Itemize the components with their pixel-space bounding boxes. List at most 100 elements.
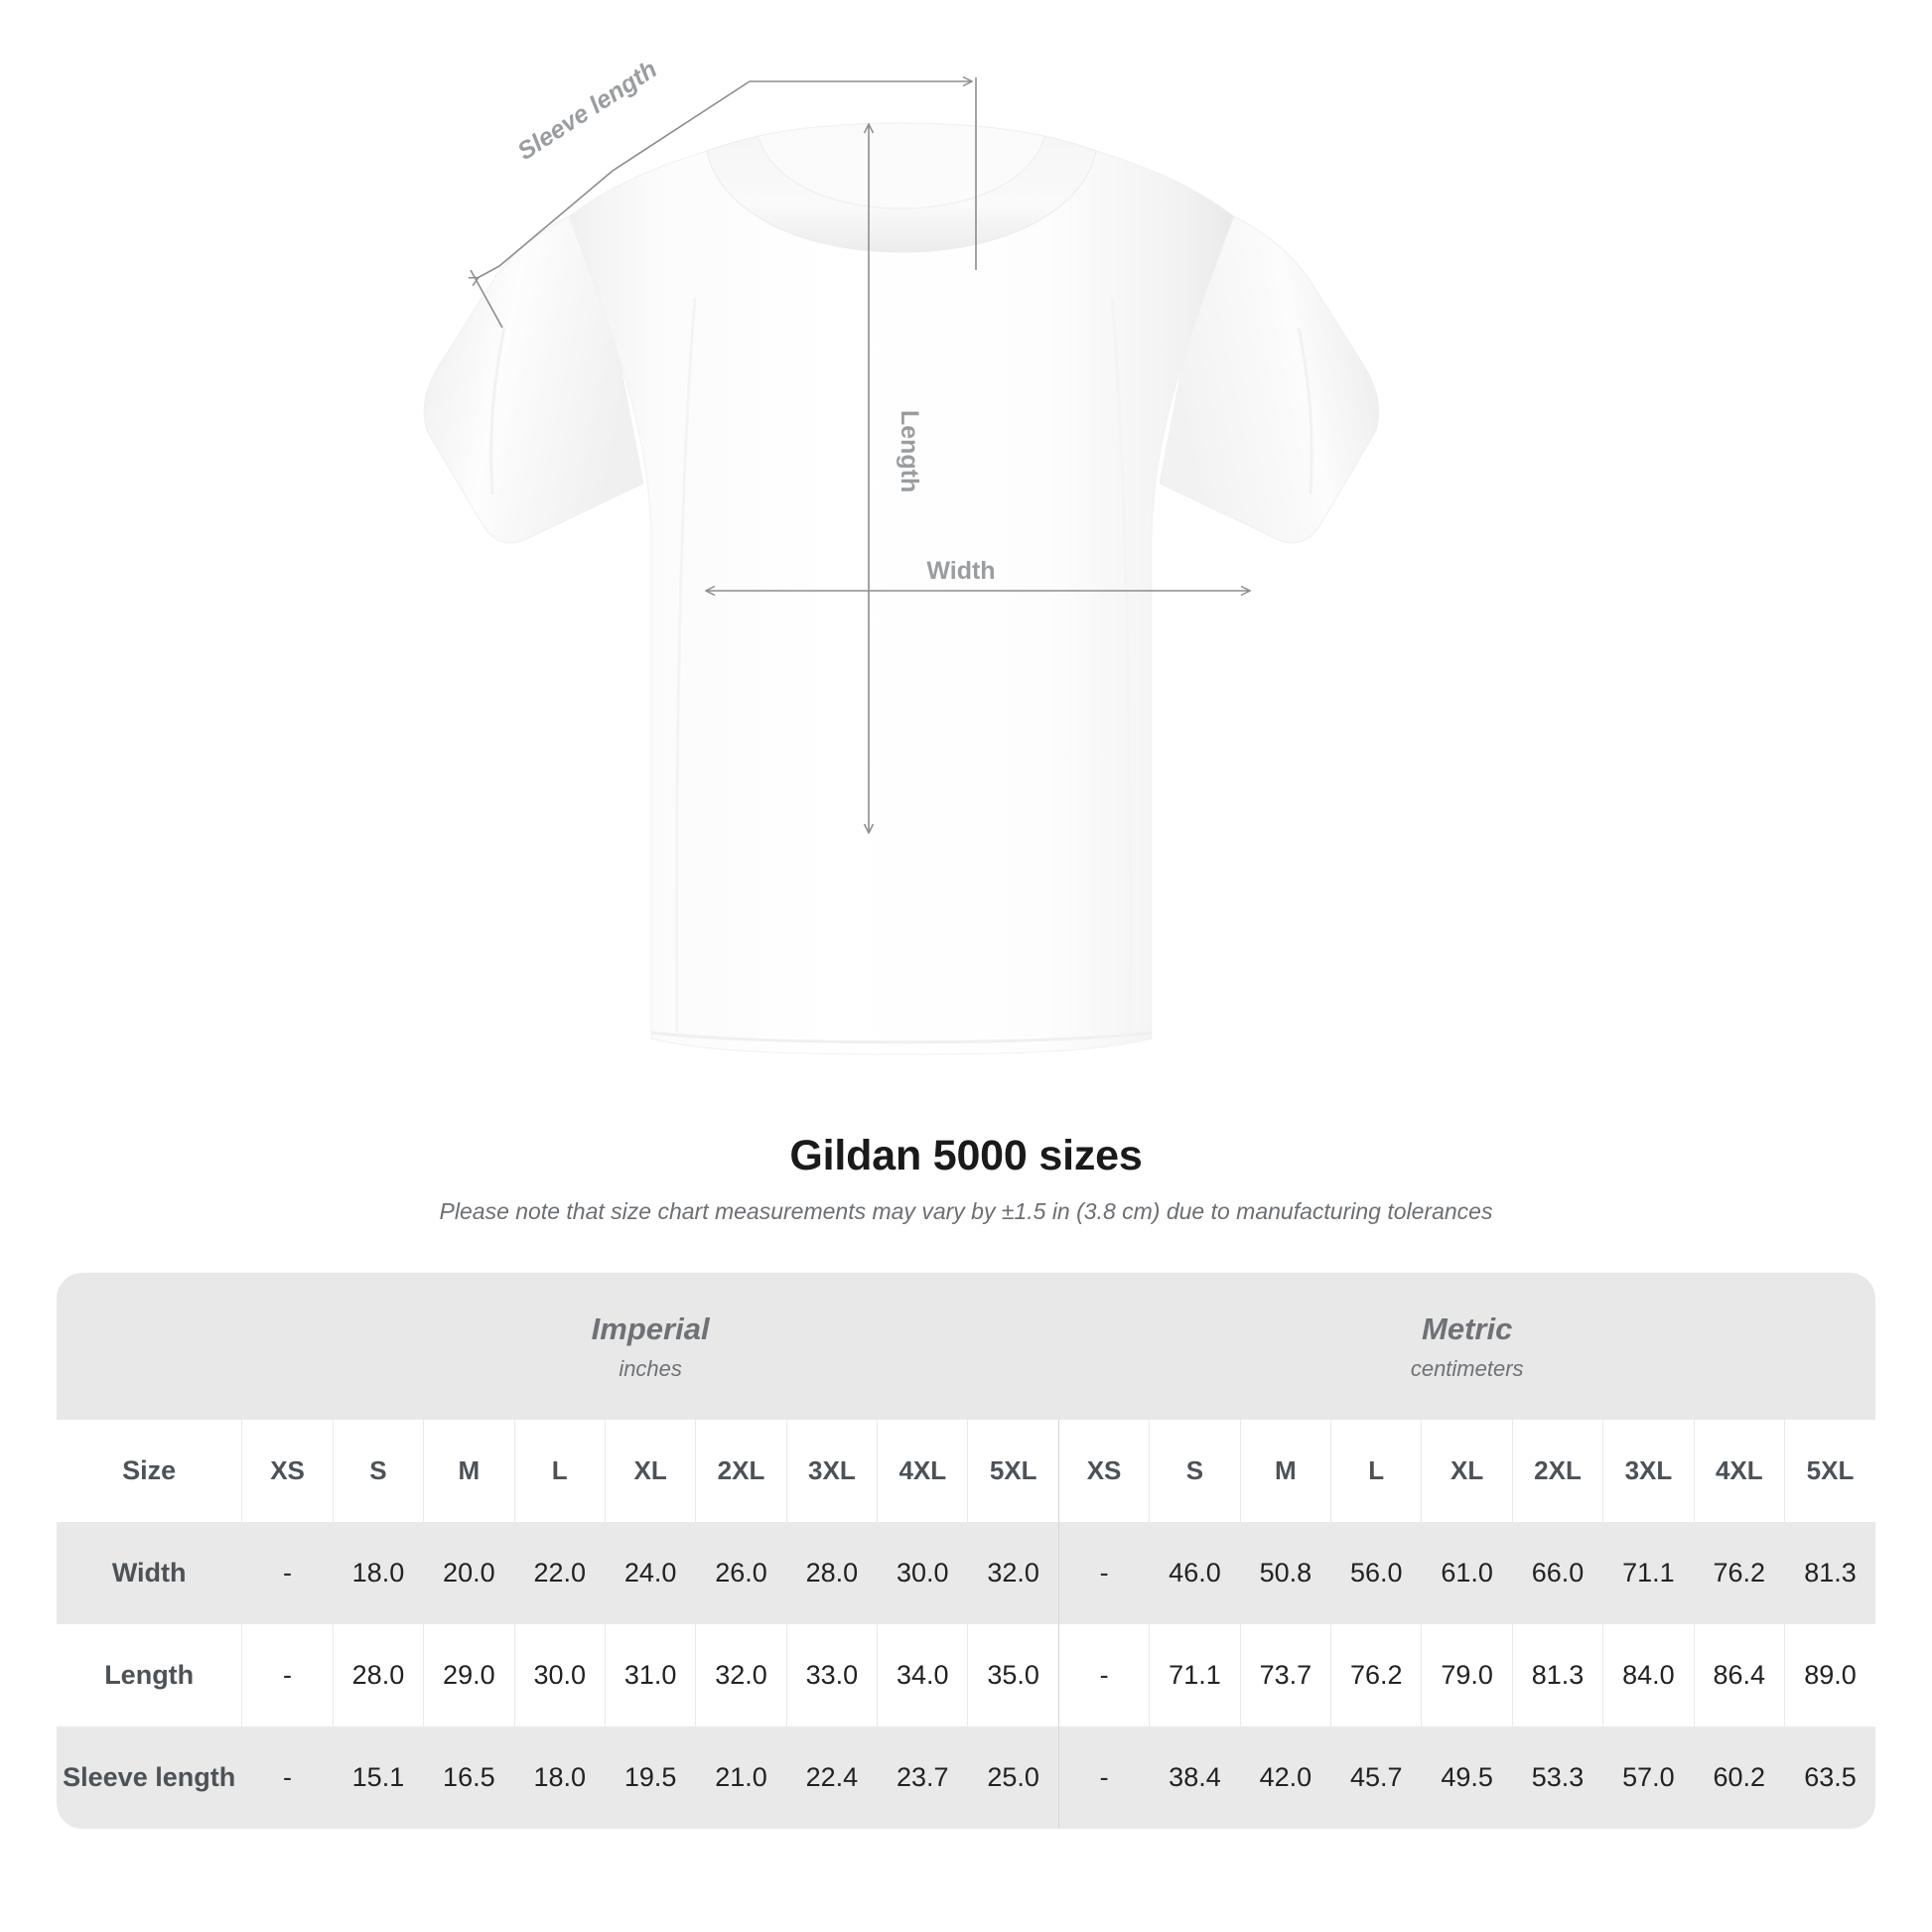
cell-sleeve-length-imperial-l: 18.0 (513, 1726, 606, 1829)
cell-length-metric-l: 76.2 (1330, 1624, 1422, 1726)
unit-group-subtitle: inches (619, 1355, 682, 1381)
sleeve-diagonal-line (478, 80, 751, 278)
cell-length-metric-s: 71.1 (1149, 1624, 1241, 1726)
size-header-row: Size XS S M L XL 2XL 3XL 4XL 5XL XS S M L XL 2XL 3XL 4XL 5… (57, 1420, 1875, 1522)
unit-group-header-row: Imperial inches Metric centimeters (57, 1273, 1875, 1420)
unit-group-name: Imperial (591, 1311, 710, 1347)
length-measure: Length (869, 125, 923, 832)
cell-length-imperial-4xl: 34.0 (877, 1624, 968, 1726)
cell-length-imperial-xl: 31.0 (604, 1624, 696, 1726)
cell-sleeve-length-metric-l: 45.7 (1330, 1726, 1422, 1829)
page-title: Gildan 5000 sizes (789, 1132, 1143, 1179)
cell-width-metric-xl: 61.0 (1421, 1522, 1513, 1624)
size-header-metric-2xl: 2XL (1511, 1420, 1603, 1522)
cell-sleeve-length-metric-4xl: 60.2 (1693, 1726, 1785, 1829)
row-label-length: Length (57, 1624, 242, 1726)
cell-sleeve-length-imperial-xs: - (241, 1726, 334, 1829)
size-header-imperial-s: S (332, 1420, 424, 1522)
cell-width-metric-2xl: 66.0 (1511, 1522, 1603, 1624)
cell-length-metric-xl: 79.0 (1421, 1624, 1513, 1726)
cell-length-imperial-3xl: 33.0 (785, 1624, 878, 1726)
cell-sleeve-length-imperial-5xl: 25.0 (967, 1726, 1059, 1829)
cell-width-metric-4xl: 76.2 (1693, 1522, 1785, 1624)
cell-length-imperial-2xl: 32.0 (695, 1624, 787, 1726)
cell-width-imperial-3xl: 28.0 (785, 1522, 878, 1624)
unit-group-imperial: Imperial inches (241, 1273, 1059, 1420)
cell-sleeve-length-metric-s: 38.4 (1149, 1726, 1241, 1829)
cell-sleeve-length-metric-3xl: 57.0 (1602, 1726, 1695, 1829)
right-sleeve (1159, 215, 1380, 544)
size-header-imperial-xs: XS (241, 1420, 334, 1522)
size-header-imperial-4xl: 4XL (877, 1420, 968, 1522)
width-label: Width (926, 557, 995, 585)
empty-value-dash: - (1099, 1558, 1109, 1587)
cell-length-metric-5xl: 89.0 (1784, 1624, 1875, 1726)
cell-length-imperial-m: 29.0 (423, 1624, 515, 1726)
tshirt-body (568, 150, 1235, 1055)
size-header-metric-3xl: 3XL (1602, 1420, 1695, 1522)
size-column-header: Size (57, 1420, 242, 1522)
empty-value-dash: - (283, 1762, 293, 1792)
row-label-sleeve-length: Sleeve length (57, 1726, 242, 1829)
cell-sleeve-length-imperial-4xl: 23.7 (877, 1726, 968, 1829)
cell-sleeve-length-imperial-xl: 19.5 (604, 1726, 696, 1829)
cell-width-imperial-4xl: 30.0 (877, 1522, 968, 1624)
cell-length-imperial-s: 28.0 (332, 1624, 424, 1726)
sleeve-length-label: Sleeve length (512, 56, 661, 166)
empty-value-dash: - (283, 1660, 293, 1690)
unit-group-subtitle: centimeters (1410, 1355, 1524, 1381)
table-row: Width - 18.0 20.0 22.0 24.0 26.0 28.0 30.0 32.0 - 4… (57, 1522, 1875, 1624)
cell-width-imperial-m: 20.0 (423, 1522, 515, 1624)
cell-width-imperial-l: 22.0 (513, 1522, 606, 1624)
cell-width-imperial-xs: - (241, 1522, 334, 1624)
hem-line (650, 1031, 1153, 1044)
size-header-imperial-3xl: 3XL (785, 1420, 878, 1522)
size-header-imperial-l: L (513, 1420, 606, 1522)
size-table-head: Imperial inches Metric centimeters Size XS S M… (57, 1273, 1875, 1522)
cell-width-imperial-xl: 24.0 (604, 1522, 696, 1624)
cell-sleeve-length-metric-xs: - (1057, 1726, 1150, 1829)
cell-width-metric-m: 50.8 (1239, 1522, 1331, 1624)
size-header-metric-l: L (1330, 1420, 1422, 1522)
cell-length-imperial-xs: - (241, 1624, 334, 1726)
sleeve-cuff-tick (470, 269, 503, 329)
cell-sleeve-length-imperial-m: 16.5 (423, 1726, 515, 1829)
unit-group-name: Metric (1422, 1311, 1513, 1347)
cell-width-imperial-2xl: 26.0 (695, 1522, 787, 1624)
empty-value-dash: - (1099, 1660, 1109, 1690)
cell-width-metric-s: 46.0 (1149, 1522, 1241, 1624)
unit-row-spacer (57, 1273, 242, 1420)
chart-heading: Gildan 5000 sizes Please note that size … (0, 1132, 1932, 1226)
row-label-width: Width (57, 1522, 242, 1624)
sleeve-crease-right (1297, 327, 1313, 495)
cell-sleeve-length-imperial-3xl: 22.4 (785, 1726, 878, 1829)
cell-sleeve-length-metric-xl: 49.5 (1421, 1726, 1513, 1829)
size-header-metric-5xl: 5XL (1784, 1420, 1875, 1522)
cell-sleeve-length-metric-5xl: 63.5 (1784, 1726, 1875, 1829)
cell-width-metric-xs: - (1057, 1522, 1150, 1624)
size-table-container: Imperial inches Metric centimeters Size XS S M… (57, 1273, 1875, 1829)
tshirt-measurement-diagram: Sleeve length Length Width (423, 56, 1380, 1055)
cell-length-metric-2xl: 81.3 (1511, 1624, 1603, 1726)
cell-length-imperial-l: 30.0 (513, 1624, 606, 1726)
size-header-metric-xl: XL (1421, 1420, 1513, 1522)
cell-width-imperial-s: 18.0 (332, 1522, 424, 1624)
cell-length-imperial-5xl: 35.0 (967, 1624, 1059, 1726)
cell-length-metric-4xl: 86.4 (1693, 1624, 1785, 1726)
cell-length-metric-3xl: 84.0 (1602, 1624, 1695, 1726)
sleeve-crease-left (489, 327, 506, 495)
left-sleeve (423, 215, 644, 544)
cell-sleeve-length-metric-m: 42.0 (1239, 1726, 1331, 1829)
cell-width-imperial-5xl: 32.0 (967, 1522, 1059, 1624)
tshirt-illustration (423, 122, 1380, 1055)
neck-opening (758, 122, 1045, 209)
cell-width-metric-5xl: 81.3 (1784, 1522, 1875, 1624)
size-header-metric-xs: XS (1057, 1420, 1150, 1522)
tolerance-note: Please note that size chart measurements… (439, 1198, 1493, 1225)
size-header-imperial-m: M (423, 1420, 515, 1522)
cell-width-metric-l: 56.0 (1330, 1522, 1422, 1624)
table-row: Sleeve length - 15.1 16.5 18.0 19.5 21.0 22.4 23… (57, 1726, 1875, 1829)
body-crease-right (1110, 297, 1132, 1034)
unit-group-metric: Metric centimeters (1058, 1273, 1875, 1420)
